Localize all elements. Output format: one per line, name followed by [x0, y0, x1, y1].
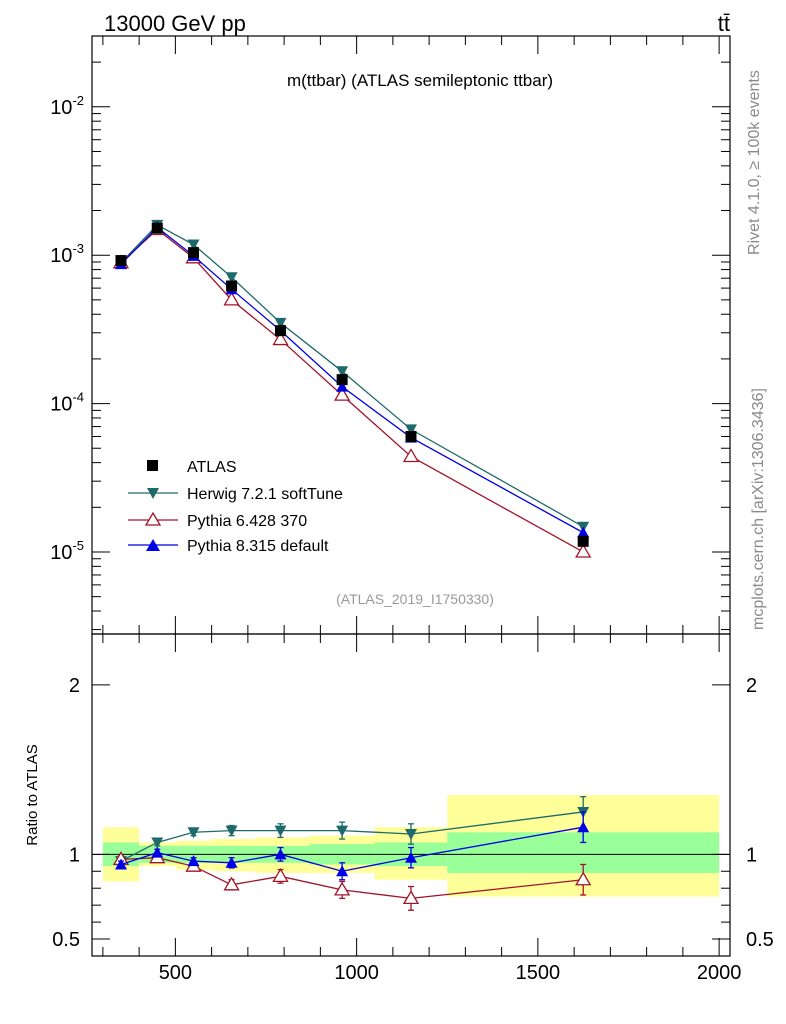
ratio-y-tick-label-right: 2	[746, 675, 757, 697]
ratio-point-pythia-6-428-370	[333, 881, 351, 896]
ratio-point-pythia-8-315-default	[274, 848, 287, 860]
main-axis-ticks	[92, 35, 730, 634]
main-line-pythia-8-315-default	[120, 226, 584, 534]
ratio-point-herwig-7-2-1-softtune	[151, 837, 164, 849]
process-label: tt̄	[718, 11, 730, 36]
main-y-tick-label: 10-5	[50, 538, 84, 564]
main-y-tick-label: 10-2	[50, 93, 84, 119]
ratio-y-tick-label-right: 0.5	[746, 929, 774, 951]
legend-entry-atlas: ATLAS	[147, 459, 237, 476]
ratio-point-herwig-7-2-1-softtune	[336, 825, 349, 837]
legend-marker-pythia8	[146, 539, 160, 551]
main-panel: m(ttbar) (ATLAS semileptonic ttbar) (ATL…	[50, 35, 731, 635]
main-point-pythia-8-315-default	[577, 526, 590, 538]
main-point-pythia-6-428-370	[333, 386, 351, 401]
legend-label-pythia6: Pythia 6.428 370	[187, 513, 307, 530]
legend-marker-atlas	[147, 460, 158, 471]
chart-title: m(ttbar) (ATLAS semileptonic ttbar)	[287, 71, 553, 90]
main-point-pythia-6-428-370	[402, 448, 420, 463]
legend-label-atlas: ATLAS	[187, 459, 237, 476]
ratio-point-herwig-7-2-1-softtune	[225, 825, 238, 837]
analysis-id-watermark: (ATLAS_2019_I1750330)	[336, 591, 494, 607]
ratio-x-tick-label: 1500	[516, 962, 561, 984]
ratio-point-pythia-8-315-default	[187, 855, 200, 867]
ratio-point-pythia-8-315-default	[151, 846, 164, 858]
collision-energy-label: 13000 GeV pp	[104, 11, 246, 36]
main-point-herwig-7-2-1-softtune	[225, 272, 238, 284]
main-point-atlas	[151, 222, 163, 234]
ratio-y-tick-label-left: 0.5	[52, 929, 80, 951]
ratio-point-pythia-6-428-370	[272, 868, 289, 882]
main-point-herwig-7-2-1-softtune	[187, 239, 200, 251]
ratio-point-pythia-8-315-default	[577, 821, 590, 833]
ratio-series-layer	[112, 796, 592, 911]
ratio-y-axis-label: Ratio to ATLAS	[24, 744, 41, 845]
main-point-atlas	[577, 535, 589, 547]
ratio-point-pythia-8-315-default	[336, 865, 349, 877]
legend-entry-pythia6: Pythia 6.428 370	[128, 511, 307, 530]
main-point-pythia-8-315-default	[336, 380, 349, 392]
ratio-y-tick-label-left: 2	[69, 675, 80, 697]
main-point-herwig-7-2-1-softtune	[336, 366, 349, 378]
ratio-point-pythia-8-315-default	[405, 851, 417, 863]
main-series-layer	[112, 219, 592, 558]
ratio-axis-ticks	[92, 634, 730, 956]
legend-entry-pythia8: Pythia 8.315 default	[128, 538, 329, 555]
main-point-pythia-6-428-370	[223, 291, 240, 306]
ratio-point-pythia-6-428-370	[402, 890, 420, 905]
main-y-tick-labels: 10-5 10-4 10-3 10-2	[50, 93, 84, 564]
main-point-herwig-7-2-1-softtune	[405, 424, 417, 436]
main-series-atlas	[115, 222, 589, 547]
ratio-point-herwig-7-2-1-softtune	[405, 828, 417, 840]
main-point-atlas	[336, 374, 348, 386]
ratio-point-herwig-7-2-1-softtune	[274, 825, 287, 837]
main-point-atlas	[226, 280, 238, 292]
ratio-x-tick-label: 1000	[334, 962, 379, 984]
legend-marker-pythia6	[144, 511, 162, 526]
ratio-point-herwig-7-2-1-softtune	[187, 827, 200, 839]
main-series-pythia-6-428-370	[112, 221, 592, 558]
ratio-panel: 0.5 0.5 1 1 2 2 500 1000 1500 2000 Ratio to ATLAS	[24, 633, 774, 984]
legend: ATLAS Herwig 7.2.1 softTune Pythia 6.428…	[128, 459, 343, 555]
main-point-atlas	[275, 325, 286, 337]
ratio-tick-labels: 0.5 0.5 1 1 2 2 500 1000 1500 2000	[52, 675, 774, 984]
legend-entry-herwig: Herwig 7.2.1 softTune	[128, 486, 343, 503]
main-point-herwig-7-2-1-softtune	[274, 317, 287, 329]
main-line-pythia-6-428-370	[120, 228, 584, 553]
main-y-tick-label: 10-3	[50, 241, 84, 267]
ratio-line-pythia-8-315-default	[120, 826, 584, 872]
ratio-point-pythia-8-315-default	[225, 856, 238, 868]
legend-label-pythia8: Pythia 8.315 default	[187, 538, 329, 555]
ratio-point-pythia-6-428-370	[223, 876, 240, 891]
main-point-atlas	[405, 430, 417, 442]
ratio-line-herwig-7-2-1-softtune	[120, 811, 584, 862]
legend-marker-herwig	[147, 488, 159, 499]
ratio-frame	[91, 633, 731, 957]
ratio-y-tick-label-right: 1	[746, 844, 757, 866]
ratio-point-pythia-8-315-default	[115, 858, 127, 870]
main-point-atlas	[188, 247, 199, 259]
legend-label-herwig: Herwig 7.2.1 softTune	[187, 486, 343, 503]
ratio-x-tick-label: 2000	[697, 962, 742, 984]
ratio-x-tick-label: 500	[159, 962, 192, 984]
main-point-pythia-6-428-370	[272, 331, 289, 346]
main-point-atlas	[115, 255, 127, 267]
ratio-line-pythia-6-428-370	[120, 857, 584, 900]
ratio-uncertainty-bands	[102, 795, 720, 897]
ratio-series-pythia-8-315-default	[115, 811, 590, 881]
mcplots-reference-label: mcplots.cern.ch [arXiv:1306.3436]	[750, 388, 767, 630]
rivet-version-label: Rivet 4.1.0, ≥ 100k events	[746, 70, 763, 255]
ratio-point-pythia-6-428-370	[575, 871, 592, 886]
main-point-pythia-6-428-370	[575, 543, 592, 558]
main-line-herwig-7-2-1-softtune	[120, 224, 584, 528]
ratio-y-tick-label-left: 1	[69, 844, 80, 866]
main-y-tick-label: 10-4	[50, 390, 84, 416]
